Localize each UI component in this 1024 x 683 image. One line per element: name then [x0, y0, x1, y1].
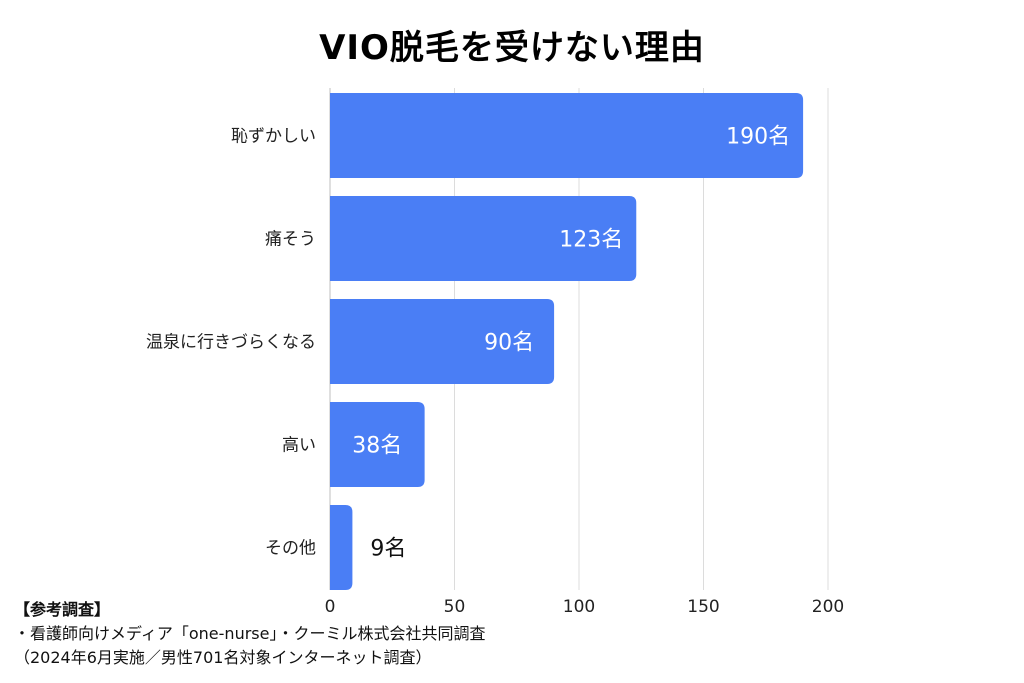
- category-label-3: 高い: [282, 436, 316, 456]
- x-tick-label-200: 200: [812, 597, 844, 617]
- chart-title: VIO脱毛を受けない理由: [319, 28, 705, 68]
- category-label-2: 温泉に行きづらくなる: [146, 333, 316, 353]
- x-tick-label-0: 0: [325, 597, 336, 617]
- x-tick-label-150: 150: [687, 597, 719, 617]
- bar-0: [330, 93, 804, 178]
- source-note: 【参考調査】 ・看護師向けメディア「one-nurse」・クーミル株式会社共同調…: [14, 598, 485, 670]
- source-heading: 【参考調査】: [14, 600, 111, 619]
- value-label-3: 38名: [352, 434, 402, 459]
- x-tick-label-50: 50: [444, 597, 466, 617]
- bar-4: [330, 505, 353, 590]
- category-label-4: その他: [265, 539, 316, 559]
- bar-1: [330, 196, 637, 281]
- category-label-0: 恥ずかしい: [231, 127, 316, 147]
- x-tick-label-100: 100: [563, 597, 595, 617]
- x-axis-ticks: 0 50 100 150 200: [325, 597, 845, 617]
- value-label-2: 90名: [484, 331, 534, 356]
- bars: [330, 93, 804, 590]
- bar-3: [330, 402, 425, 487]
- value-label-1: 123名: [559, 228, 623, 253]
- source-line-1: ・看護師向けメディア「one-nurse」・クーミル株式会社共同調査: [14, 624, 486, 643]
- category-label-1: 痛そう: [265, 230, 316, 250]
- bar-2: [330, 299, 555, 384]
- value-label-0: 190名: [726, 125, 790, 150]
- value-label-4: 9名: [370, 537, 406, 562]
- source-line-2: （2024年6月実施／男性701名対象インターネット調査）: [14, 648, 432, 667]
- value-labels: 190名 123名 90名 38名 9名: [352, 125, 790, 562]
